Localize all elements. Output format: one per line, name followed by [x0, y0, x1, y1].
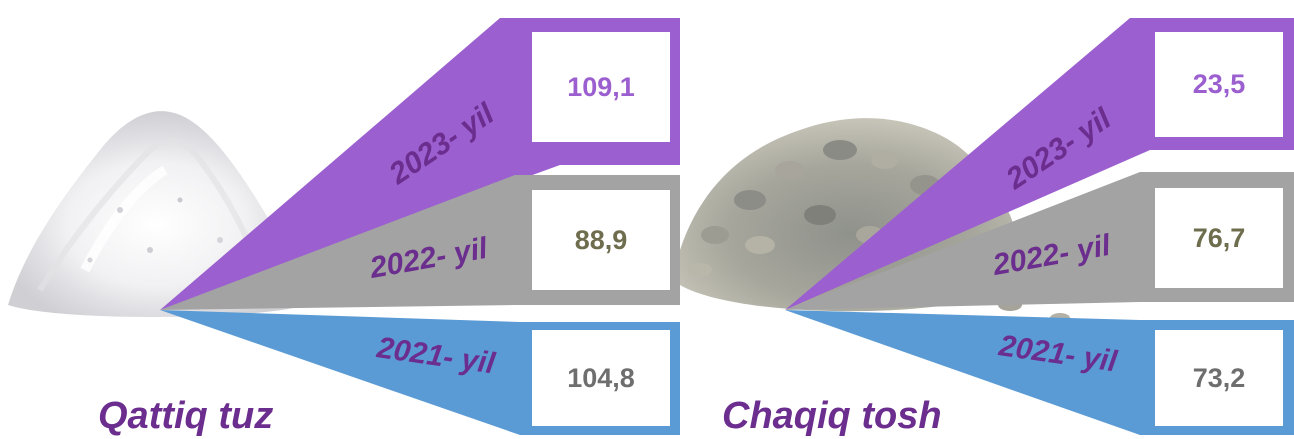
value-box-2021-right: 73,2 — [1155, 330, 1283, 426]
value-box-2023-right: 23,5 — [1155, 32, 1283, 137]
value-box-2023-left: 109,1 — [532, 32, 670, 142]
value-box-2022-left: 88,9 — [532, 190, 670, 290]
product-label-left: Qattiq tuz — [98, 395, 274, 437]
value-box-2021-left: 104,8 — [532, 330, 670, 426]
product-label-right: Chaqiq tosh — [722, 395, 942, 437]
value-box-2022-right: 76,7 — [1155, 188, 1283, 288]
